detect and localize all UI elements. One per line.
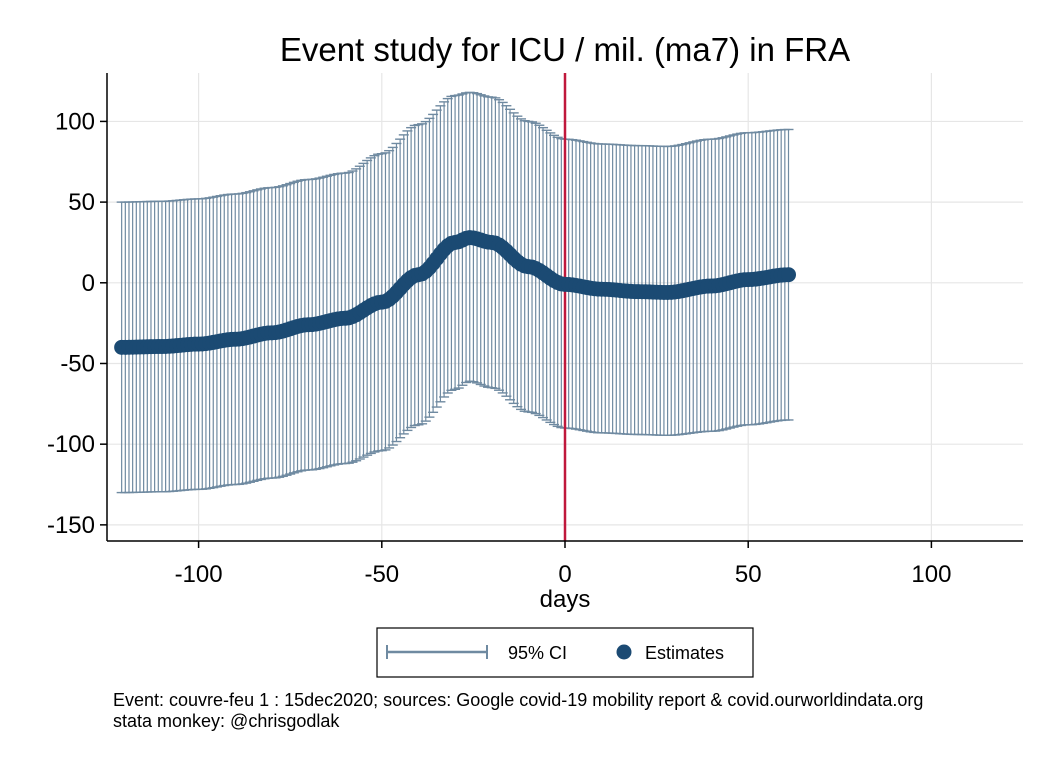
x-tick-label: -100 — [175, 561, 223, 588]
estimate-points — [114, 230, 797, 355]
legend-ci-symbol — [386, 645, 488, 659]
credit-note: stata monkey: @chrisgodlak — [113, 711, 340, 731]
legend-estimate-marker — [616, 644, 632, 660]
x-tick-label: 50 — [735, 561, 762, 588]
source-note: Event: couvre-feu 1 : 15dec2020; sources… — [113, 690, 924, 710]
axis-ticks: 100 50 0 -50 -100 -150 -100 -50 0 50 100 — [47, 108, 951, 588]
x-tick-label: 100 — [911, 561, 951, 588]
y-tick-label: 100 — [55, 108, 95, 135]
x-tick-label: -50 — [364, 561, 399, 588]
legend-estimate-label: Estimates — [645, 643, 724, 663]
x-axis-label: days — [540, 586, 591, 613]
y-tick-label: -50 — [60, 350, 95, 377]
y-tick-label: -100 — [47, 431, 95, 458]
y-tick-label: 50 — [68, 189, 95, 216]
y-tick-label: -150 — [47, 512, 95, 539]
legend-ci-label: 95% CI — [508, 643, 567, 663]
estimate-point — [781, 267, 797, 283]
x-tick-label: 0 — [558, 561, 571, 588]
chart-title: Event study for ICU / mil. (ma7) in FRA — [280, 31, 850, 68]
legend: 95% CI Estimates — [376, 627, 754, 678]
y-tick-label: 0 — [82, 270, 95, 297]
event-study-chart: Event study for ICU / mil. (ma7) in FRA … — [47, 31, 1023, 678]
